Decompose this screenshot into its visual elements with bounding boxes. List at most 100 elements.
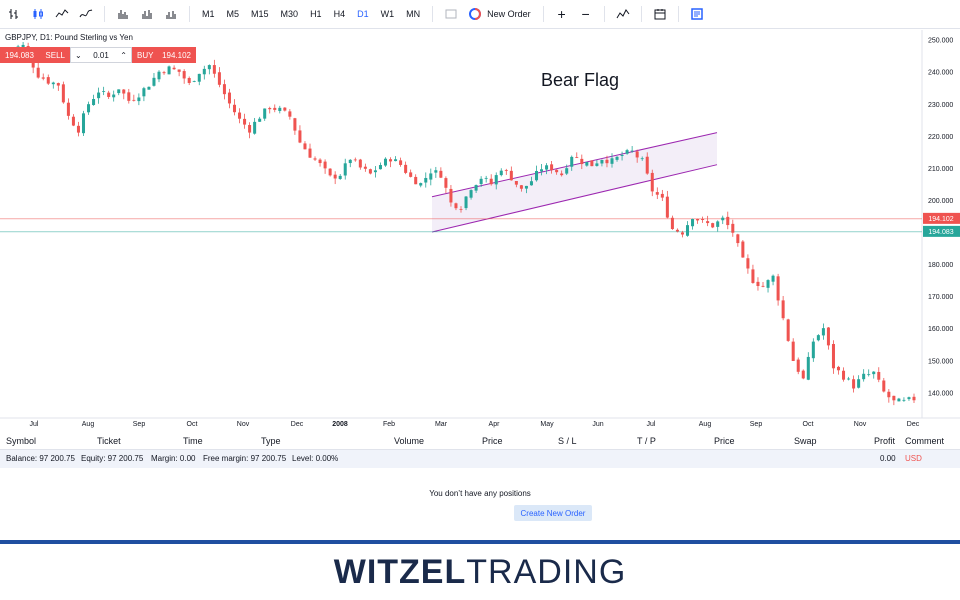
candle-body [172, 67, 176, 70]
document-icon[interactable] [685, 0, 709, 29]
ask-price-tag-bg [923, 212, 960, 224]
candle-body [540, 169, 544, 172]
timeframe-m30[interactable]: M30 [280, 9, 299, 19]
column-ticket[interactable]: Ticket [97, 436, 121, 446]
area-chart-icon[interactable] [50, 0, 74, 29]
sell-price: 194.083 [5, 50, 34, 60]
column-volume[interactable]: Volume [394, 436, 425, 446]
candle-body [645, 156, 649, 174]
candle-body [454, 203, 458, 209]
price-chart[interactable]: 250.000 240.000 230.000 220.000 210.000 200.0… [0, 30, 960, 430]
column-time[interactable]: Time [183, 436, 203, 446]
column-stop-loss[interactable]: S / L [558, 436, 577, 446]
chevron-up-icon[interactable]: ⌃ [120, 50, 127, 60]
timeframe-h1[interactable]: H1 [310, 9, 322, 19]
timeframe-h4[interactable]: H4 [333, 9, 346, 19]
candle-body [263, 108, 267, 119]
column-type[interactable]: Type [261, 436, 281, 446]
x-tick-label: Apr [489, 421, 501, 428]
candle-body [580, 158, 584, 165]
column-symbol[interactable]: Symbol [6, 436, 37, 446]
zoom-in-icon[interactable]: + [557, 6, 566, 22]
buy-label: BUY [137, 50, 154, 60]
empty-positions-message: You don’t have any positions [429, 489, 531, 498]
candle-body [887, 391, 891, 398]
candle-body [429, 173, 433, 180]
candle-body [474, 185, 478, 191]
candle-body [640, 158, 644, 160]
candle-body [207, 65, 211, 70]
lot-size-stepper[interactable]: ⌄ 0.01 ⌃ [70, 47, 132, 63]
candle-body [202, 68, 206, 75]
bar-chart-icon[interactable] [2, 0, 26, 29]
column-profit[interactable]: Profit [874, 436, 896, 446]
candle-body [721, 217, 725, 221]
sell-button[interactable]: 194.083 SELL [0, 47, 70, 63]
indicator-a-icon[interactable] [111, 0, 135, 29]
timeframe-w1[interactable]: W1 [380, 9, 395, 19]
candle-body [318, 159, 322, 164]
column-comment[interactable]: Comment [905, 436, 945, 446]
brand-logo: WITZEL TRADING [0, 544, 960, 600]
candle-body [308, 148, 312, 158]
chevron-down-icon[interactable]: ⌄ [75, 50, 82, 60]
candle-body [328, 168, 332, 176]
column-take-profit[interactable]: T / P [637, 436, 656, 446]
candle-body [751, 269, 755, 283]
chart-canvas[interactable]: 250.000 240.000 230.000 220.000 210.000 200.0… [0, 30, 960, 430]
column-price-open[interactable]: Price [482, 436, 503, 446]
candlestick-icon[interactable] [26, 0, 50, 29]
candle-body [97, 92, 101, 99]
timeframe-m15[interactable]: M15 [251, 9, 269, 19]
candle-body [857, 379, 861, 388]
candle-body [610, 158, 614, 164]
new-order-button[interactable]: New Order [463, 0, 537, 29]
candle-body [660, 193, 664, 198]
candle-body [46, 77, 50, 84]
candle-body [298, 130, 302, 143]
margin-level-value: Level: 0.00% [292, 454, 339, 463]
free-margin-value: Free margin: 97 200.75 [203, 454, 287, 463]
candle-body [892, 395, 896, 401]
line-chart-icon[interactable] [74, 0, 98, 29]
timeframe-m5[interactable]: M5 [226, 9, 240, 19]
candle-body [409, 172, 413, 177]
candle-body [338, 175, 342, 179]
candle-body [615, 156, 619, 160]
candle-body [353, 159, 357, 161]
calendar-icon[interactable] [648, 0, 672, 29]
candle-body [570, 156, 574, 167]
zoom-out-icon[interactable]: − [581, 6, 590, 22]
indicators-icon[interactable] [611, 0, 635, 29]
column-price-current[interactable]: Price [714, 436, 735, 446]
x-tick-label: Aug [699, 421, 712, 428]
timeframe-m1[interactable]: M1 [202, 9, 215, 19]
candle-body [912, 396, 916, 401]
bid-price-tag: 194.083 [928, 229, 953, 236]
indicator-c-icon[interactable] [159, 0, 183, 29]
candle-body [323, 161, 327, 169]
brand-divider [0, 540, 960, 544]
candle-body [102, 91, 106, 92]
candle-body [746, 258, 750, 269]
candle-body [383, 158, 388, 166]
candle-body [821, 328, 825, 336]
candle-body [680, 232, 684, 235]
y-tick-label: 180.000 [928, 262, 953, 269]
screenshot-icon[interactable] [439, 0, 463, 29]
timeframe-d1[interactable]: D1 [357, 9, 369, 19]
create-new-order-button[interactable]: Create New Order [514, 505, 592, 521]
candle-body [268, 108, 272, 110]
buy-button[interactable]: BUY 194.102 [132, 47, 196, 63]
x-tick-label: Nov [237, 421, 250, 428]
candle-body [489, 178, 493, 185]
candle-body [706, 221, 710, 224]
indicator-b-icon[interactable] [135, 0, 159, 29]
column-swap[interactable]: Swap [794, 436, 817, 446]
timeframe-mn[interactable]: MN [406, 9, 421, 19]
candle-body [358, 159, 362, 168]
candle-body [303, 143, 307, 150]
candle-body [509, 170, 513, 181]
candle-body [685, 225, 690, 236]
candle-body [565, 168, 569, 174]
